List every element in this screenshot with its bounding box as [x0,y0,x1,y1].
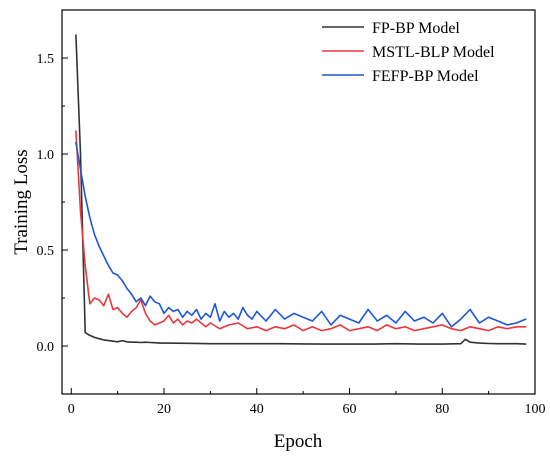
axis-ticks: 0 20 40 60 80 100 0.0 0.5 1.0 1.5 [37,52,546,417]
x-tick-label: 20 [157,402,171,417]
x-tick-label: 40 [250,402,264,417]
y-tick-label: 0.5 [37,244,55,259]
legend: FP-BP Model MSTL-BLP Model FEFP-BP Model [322,20,495,85]
x-tick-label: 100 [525,402,546,417]
y-axis-title: Training Loss [11,149,32,254]
y-tick-label: 1.5 [37,52,55,67]
series-line-mstl-blp-model [75,130,527,332]
x-tick-label: 60 [343,402,357,417]
series-lines [75,34,527,345]
y-tick-label: 1.0 [37,148,55,163]
x-tick-label: 0 [68,402,75,417]
legend-label-fp-bp: FP-BP Model [372,20,460,37]
legend-label-fefp-bp: FEFP-BP Model [372,68,479,85]
legend-label-mstl-blp: MSTL-BLP Model [372,44,495,61]
x-tick-label: 80 [435,402,449,417]
series-line-fp-bp-model [75,34,527,345]
y-tick-label: 0.0 [37,340,55,355]
series-line-fefp-bp-model [75,141,527,328]
x-axis-title: Epoch [274,431,323,452]
